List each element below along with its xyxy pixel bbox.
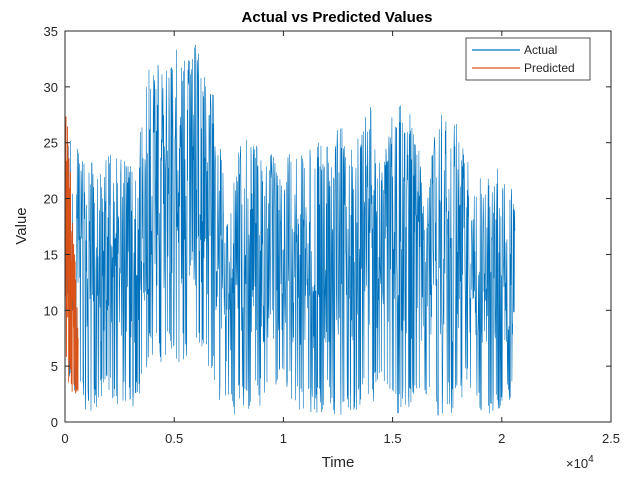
y-tick-label: 20: [44, 192, 58, 207]
x-tick-label: 1: [280, 431, 287, 446]
y-tick-label: 10: [44, 303, 58, 318]
x-axis: 0 0.5 1 1.5 2 2.5: [61, 31, 620, 446]
x-tick-label: 1.5: [384, 431, 402, 446]
x-tick-label: 2: [498, 431, 505, 446]
legend-label-predicted: Predicted: [524, 61, 575, 75]
y-tick-label: 5: [51, 359, 58, 374]
x-tick-label: 0.5: [165, 431, 183, 446]
y-tick-label: 15: [44, 247, 58, 262]
x-axis-label: Time: [322, 454, 355, 471]
series-line-predicted: [65, 116, 79, 394]
y-tick-label: 30: [44, 80, 58, 95]
y-tick-label: 0: [51, 415, 58, 430]
plot-area: [65, 44, 516, 416]
x-axis-exponent-power: 4: [588, 454, 594, 465]
x-tick-label: 2.5: [602, 431, 620, 446]
y-tick-label: 25: [44, 136, 58, 151]
y-axis-label: Value: [13, 207, 30, 244]
x-axis-exponent: ×104: [566, 454, 594, 471]
chart-title: Actual vs Predicted Values: [242, 9, 433, 26]
legend: Actual Predicted: [465, 37, 591, 81]
x-axis-exponent-base: ×10: [566, 456, 588, 471]
y-axis: 0 5 10 15 20 25 30 35: [44, 24, 611, 430]
legend-box: [465, 37, 591, 81]
series-line-actual: [65, 44, 516, 416]
x-tick-label: 0: [61, 431, 68, 446]
legend-label-actual: Actual: [524, 43, 557, 57]
plot-frame: [64, 30, 612, 423]
y-tick-label: 35: [44, 24, 58, 39]
